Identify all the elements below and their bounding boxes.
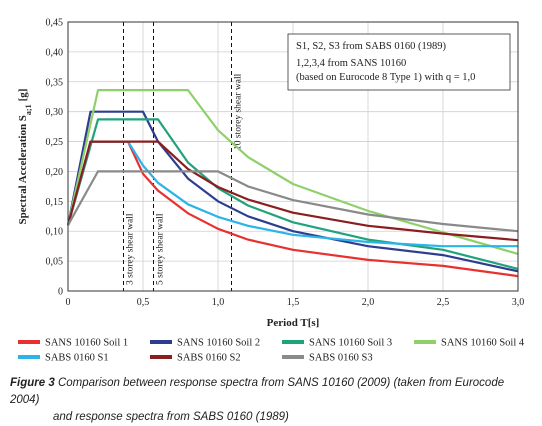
note-line-2: 1,2,3,4 from SANS 10160 xyxy=(296,58,406,69)
legend-label: SABS 0160 S1 xyxy=(45,353,109,364)
series-line xyxy=(67,170,519,233)
caption-line-2: and response spectra from SABS 0160 (198… xyxy=(53,411,289,423)
y-tick-label: 0 xyxy=(58,287,63,298)
y-tick-label: 0,05 xyxy=(46,257,64,268)
legend-label: SANS 10160 Soil 3 xyxy=(309,338,392,349)
y-tick-label: 0,35 xyxy=(46,77,64,88)
series-line xyxy=(66,110,519,273)
tick-labels: 0 0,05 0,10 0,15 0,20 0,25 0,30 0,35 0,40 0,45 0 0,… xyxy=(46,18,525,309)
legend: SANS 10160 Soil 1 SANS 10160 Soil 2 SANS 1… xyxy=(18,338,525,364)
x-tick-label: 0,5 xyxy=(137,297,150,308)
note-line-3: (based on Eurocode 8 Type 1) with q = 1,… xyxy=(296,72,475,83)
legend-label: SANS 10160 Soil 1 xyxy=(45,338,128,349)
shear-wall-label: 10 storey shear wall xyxy=(234,73,244,150)
shear-wall-label: 5 storey shear wall xyxy=(156,213,166,285)
y-tick-label: 0,30 xyxy=(46,107,64,118)
plot-frame xyxy=(67,21,519,292)
x-tick-label: 0 xyxy=(66,297,71,308)
y-axis-title-unit: [g] xyxy=(17,89,29,102)
y-axis-title: Spectral Acceleration Sa;1 [g] xyxy=(17,89,33,225)
figure-caption: Figure 3 Comparison between response spe… xyxy=(10,375,535,426)
x-tick-label: 1,5 xyxy=(287,297,300,308)
x-tick-label: 1,0 xyxy=(212,297,225,308)
y-tick-label: 0,15 xyxy=(46,197,64,208)
response-spectra-chart: 3 storey shear wall 5 storey shear wall 10… xyxy=(17,18,525,364)
x-tick-label: 3,0 xyxy=(512,297,525,308)
shear-wall-label: 3 storey shear wall xyxy=(126,213,136,285)
y-tick-label: 0,20 xyxy=(46,167,64,178)
legend-label: SANS 10160 Soil 4 xyxy=(441,338,525,349)
caption-line-1: Comparison between response spectra from… xyxy=(10,377,505,406)
legend-label: SABS 0160 S3 xyxy=(309,353,373,364)
note-line-1: S1, S2, S3 from SABS 0160 (1989) xyxy=(296,41,446,52)
note-box xyxy=(287,33,511,91)
series-lines xyxy=(66,89,519,278)
legend-label: SABS 0160 S2 xyxy=(177,353,241,364)
y-axis-title-sub: a;1 xyxy=(24,104,33,115)
series-line xyxy=(66,89,519,255)
y-axis-title-main: Spectral Acceleration S xyxy=(17,115,29,224)
x-axis-title: Period T[s] xyxy=(267,317,320,329)
y-tick-label: 0,40 xyxy=(46,47,64,58)
y-tick-label: 0,45 xyxy=(46,18,64,29)
series-line xyxy=(66,140,519,242)
caption-label: Figure 3 xyxy=(10,377,55,389)
y-tick-label: 0,25 xyxy=(46,137,64,148)
x-tick-label: 2,5 xyxy=(437,297,450,308)
x-tick-label: 2,0 xyxy=(362,297,375,308)
shear-wall-markers: 3 storey shear wall 5 storey shear wall 10… xyxy=(123,22,244,291)
y-tick-label: 0,10 xyxy=(46,227,64,238)
legend-label: SANS 10160 Soil 2 xyxy=(177,338,260,349)
figure: 3 storey shear wall 5 storey shear wall 10… xyxy=(10,17,525,423)
